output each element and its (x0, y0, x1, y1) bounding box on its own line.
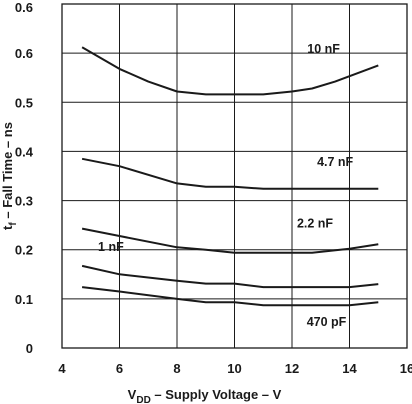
y-tick-label: 0.3 (15, 194, 33, 209)
y-axis-label: tf – Fall Time – ns (0, 122, 19, 230)
y-tick-label: 0.5 (15, 95, 33, 110)
x-tick-label: 8 (173, 361, 180, 376)
y-tick-label: 0 (26, 341, 33, 356)
plot-frame (61, 3, 408, 349)
x-tick-label: 10 (227, 361, 241, 376)
x-tick-label: 14 (342, 361, 357, 376)
x-tick-label: 4 (58, 361, 66, 376)
series-label: 10 nF (307, 42, 340, 56)
series-label: 4.7 nF (317, 155, 353, 169)
series-line (81, 264, 379, 289)
x-tick-label: 16 (400, 361, 412, 376)
series-curves (81, 46, 379, 307)
series-line (81, 227, 379, 254)
x-tick-label: 12 (285, 361, 299, 376)
y-tick-label: 0.4 (15, 144, 34, 159)
grid-lines (62, 4, 407, 348)
series-label: 1 nF (98, 240, 124, 254)
series-line (81, 157, 379, 190)
series-line (81, 46, 379, 96)
tick-labels: 4 6 8 10 12 14 16 0 0.1 0.2 0.3 0.4 0.5 0.6 0.6 (15, 0, 412, 376)
y-tick-label: 0.6 (15, 0, 33, 15)
series-line (81, 286, 379, 307)
x-tick-label: 6 (116, 361, 123, 376)
y-tick-label: 0.1 (15, 292, 33, 307)
y-tick-label: 0.2 (15, 243, 33, 258)
series-labels: 10 nF 4.7 nF 2.2 nF 1 nF 470 pF (98, 42, 354, 329)
series-label: 2.2 nF (297, 217, 333, 231)
y-tick-label: 0.6 (15, 46, 33, 61)
x-axis-label: VDD – Supply Voltage – V (128, 387, 282, 404)
series-label: 470 pF (307, 315, 347, 329)
